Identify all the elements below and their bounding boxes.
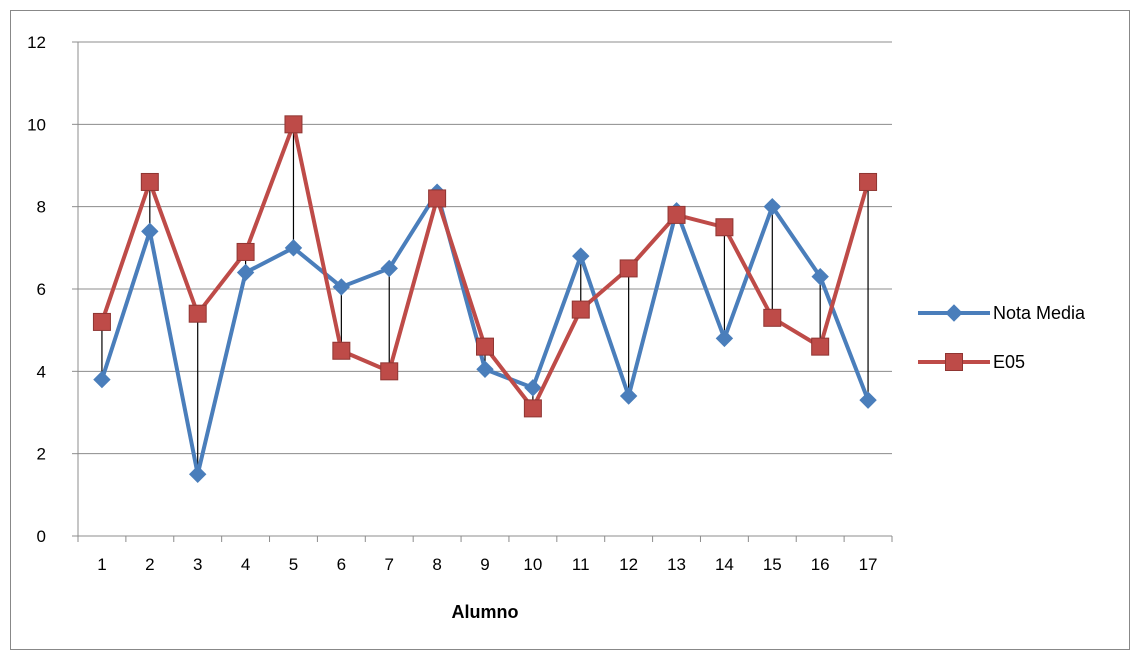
data-point: [859, 172, 878, 191]
data-point: [140, 172, 159, 191]
x-tick-label: 6: [337, 555, 346, 574]
x-tick-label: 14: [715, 555, 734, 574]
legend-marker: [945, 353, 963, 371]
data-point: [93, 370, 111, 389]
y-tick-label: 12: [27, 33, 46, 52]
y-tick-label: 8: [37, 198, 46, 217]
data-point: [619, 387, 638, 405]
x-tick-label: 7: [385, 555, 394, 574]
y-tick-label: 6: [37, 280, 46, 299]
data-point: [476, 360, 494, 378]
data-point: [571, 300, 590, 319]
data-point: [380, 259, 398, 278]
data-point: [332, 278, 351, 296]
x-tick-label: 12: [619, 555, 638, 574]
x-tick-label: 3: [193, 555, 202, 574]
legend-label: E05: [993, 352, 1025, 372]
data-point: [572, 247, 590, 265]
legend-label: Nota Media: [993, 303, 1086, 323]
data-point: [284, 115, 303, 134]
data-point: [476, 337, 494, 356]
y-tick-label: 2: [37, 445, 46, 464]
x-tick-label: 1: [97, 555, 106, 574]
data-point: [763, 308, 782, 327]
data-point: [428, 189, 447, 208]
x-tick-label: 11: [572, 555, 590, 574]
x-tick-label: 13: [667, 555, 686, 574]
data-point: [524, 379, 542, 397]
legend: Nota Media E05: [918, 303, 1086, 372]
high-low-lines: [101, 124, 869, 475]
data-point: [523, 399, 542, 418]
data-point: [236, 263, 255, 282]
data-point: [715, 329, 734, 348]
y-tick-label: 0: [37, 527, 46, 546]
x-tick-label: 17: [859, 555, 878, 574]
series-e05: [92, 115, 878, 418]
x-tick-label: 15: [763, 555, 782, 574]
x-axis-title: Alumno: [452, 602, 519, 622]
y-tick-label: 4: [37, 362, 46, 381]
legend-marker: [945, 304, 963, 322]
data-point: [284, 239, 303, 257]
x-tick-label: 5: [289, 555, 298, 574]
gridlines: [78, 41, 892, 455]
x-tick-label: 2: [145, 555, 154, 574]
data-point: [715, 218, 734, 237]
x-tick-label: 9: [480, 555, 489, 574]
data-point: [188, 465, 207, 483]
data-point: [763, 197, 782, 216]
data-point: [667, 205, 686, 224]
data-point: [141, 222, 159, 241]
x-tick-label: 8: [432, 555, 441, 574]
series: [92, 115, 878, 483]
legend-item: Nota Media: [918, 303, 1086, 323]
x-tick-label: 4: [241, 555, 250, 574]
y-tick-label: 10: [27, 115, 46, 134]
legend-item: E05: [918, 352, 1025, 372]
data-point: [380, 362, 399, 381]
data-point: [859, 391, 877, 409]
data-point: [619, 259, 638, 278]
data-point: [188, 304, 207, 323]
data-point: [92, 312, 111, 331]
x-tick-label: 10: [523, 555, 542, 574]
data-point: [236, 242, 255, 261]
series-nota-media: [93, 183, 877, 483]
data-point: [332, 341, 351, 360]
data-point: [811, 267, 829, 286]
x-tick-label: 16: [811, 555, 830, 574]
data-point: [811, 337, 830, 356]
